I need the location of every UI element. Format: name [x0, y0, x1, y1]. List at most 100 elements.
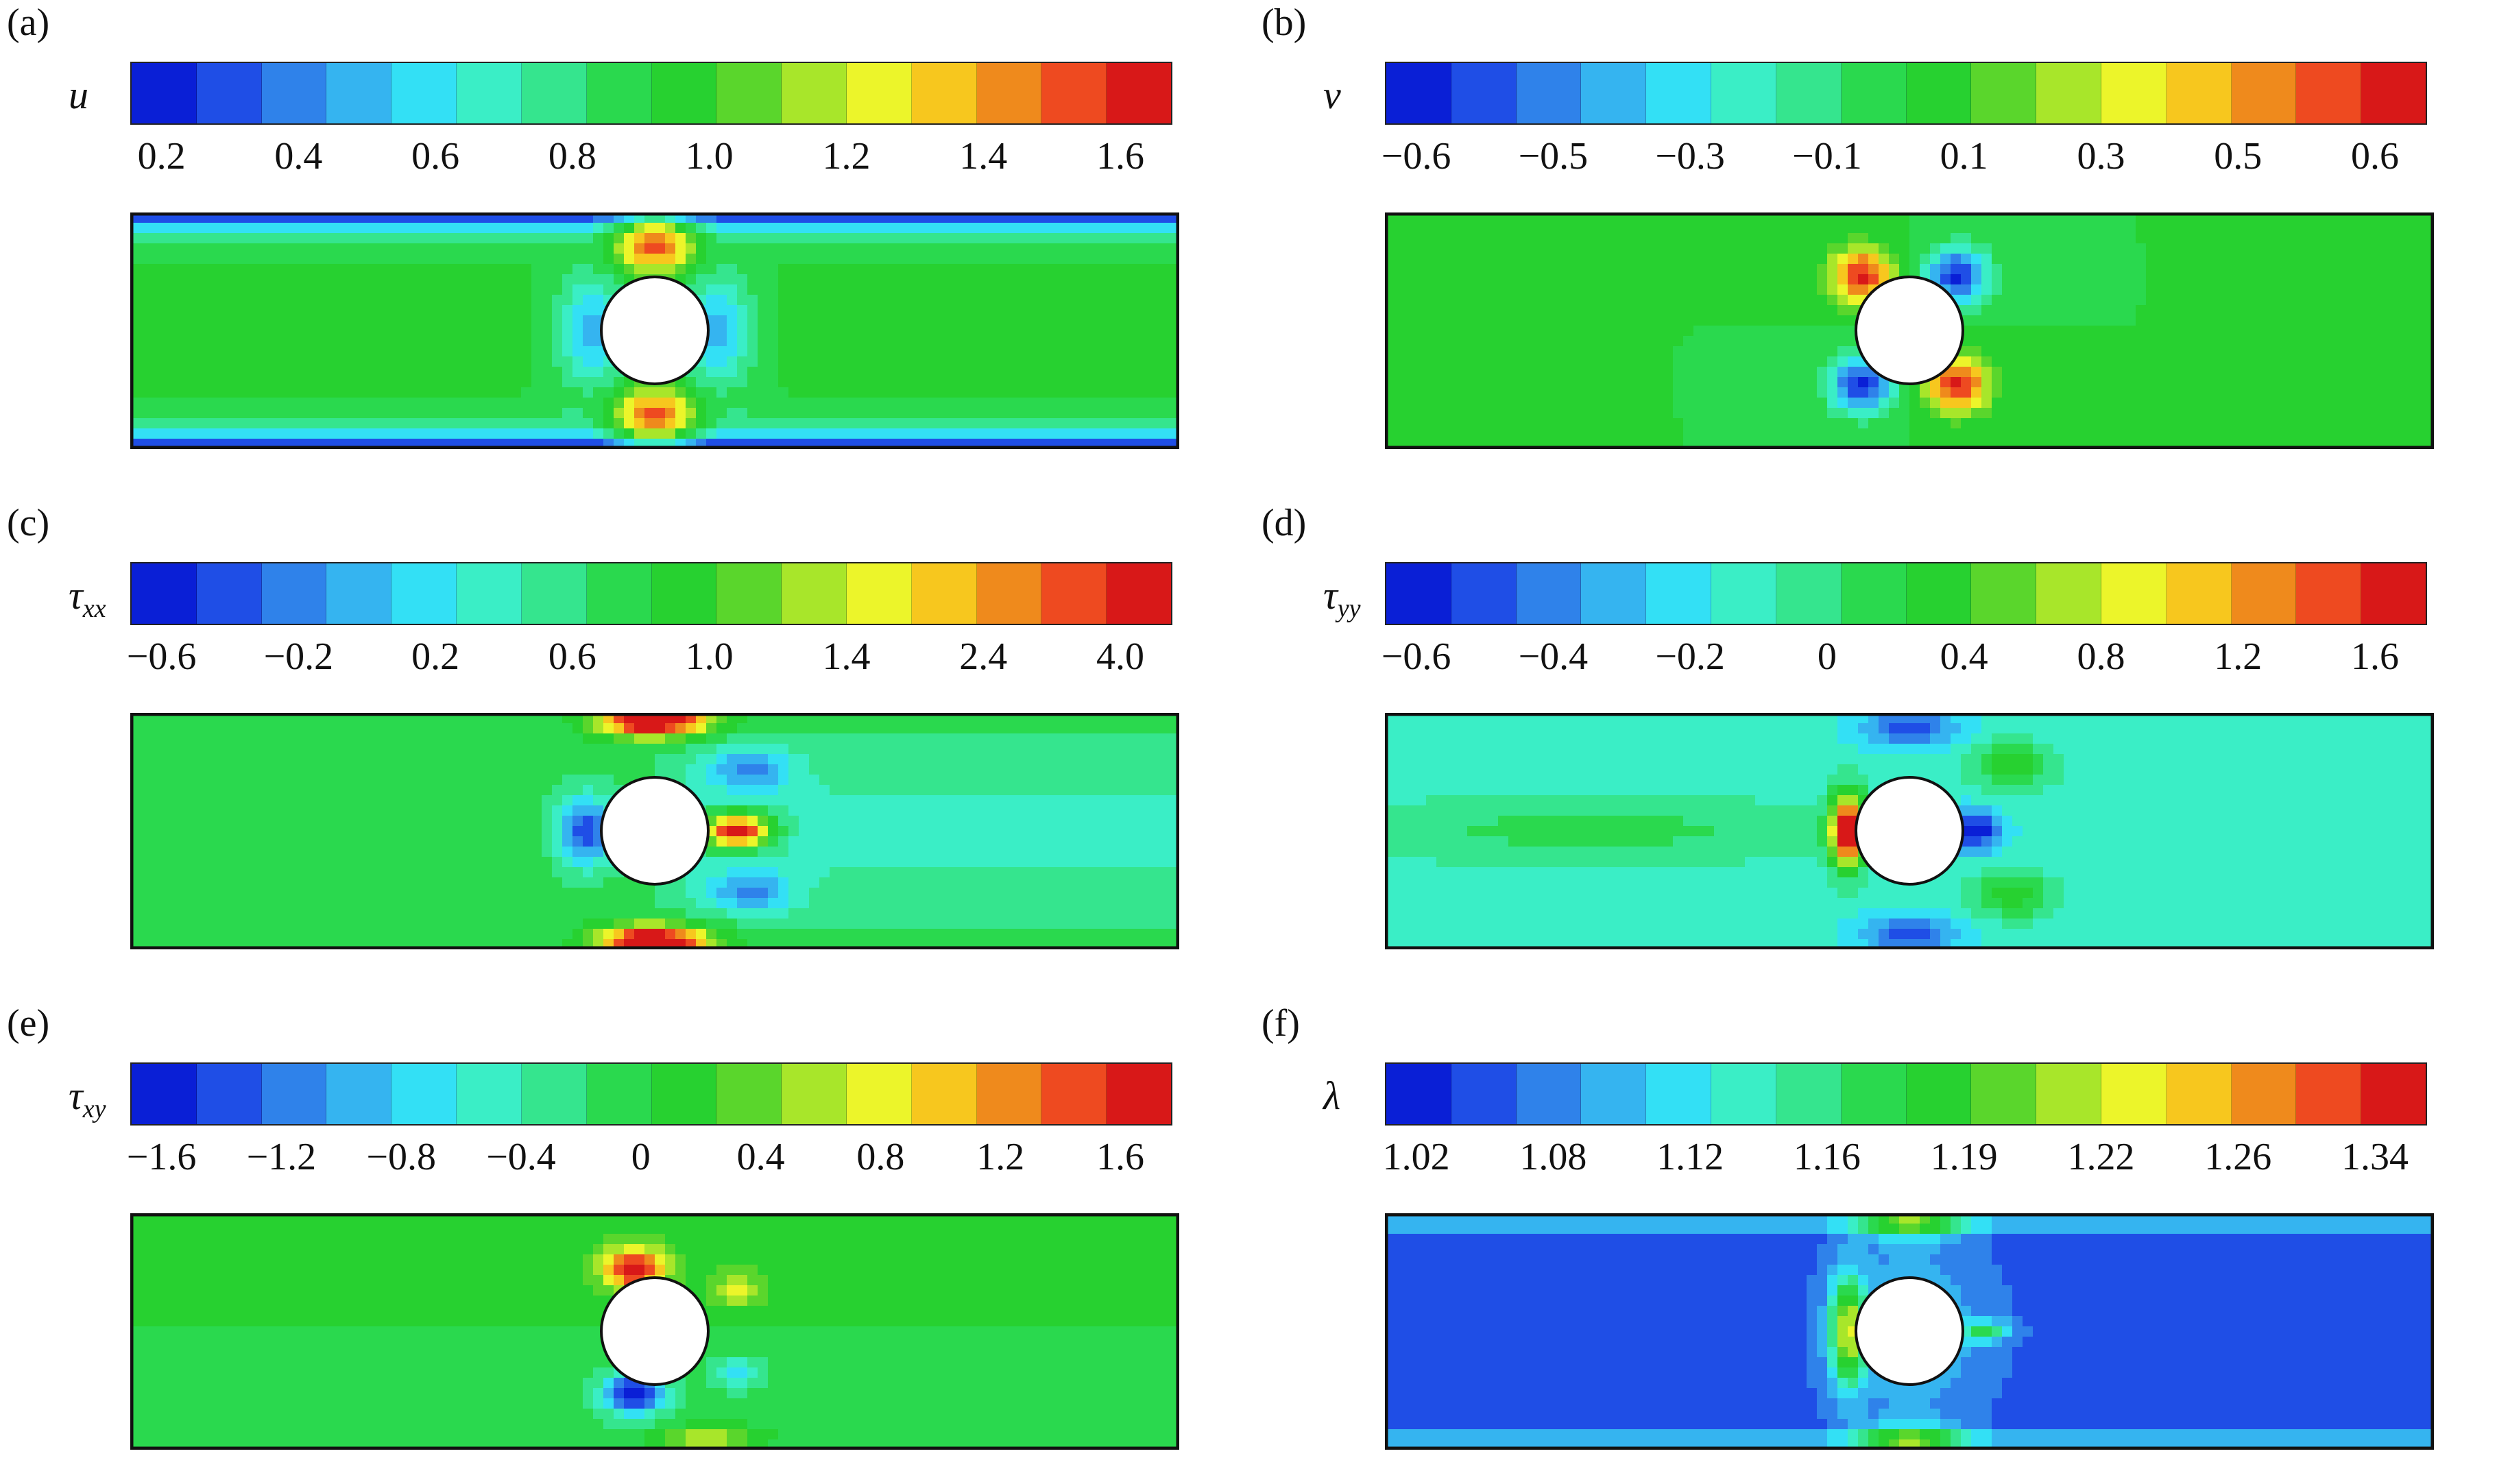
colorbar-segment [2167, 63, 2232, 123]
colorbar-segment [2232, 63, 2297, 123]
tick-label: 1.6 [1096, 137, 1144, 175]
tick-label: 0.6 [2351, 137, 2399, 175]
panel-label: (c) [7, 504, 49, 542]
colorbar-segment [652, 1064, 717, 1124]
colorbar-segment [1451, 563, 1517, 624]
colorbar-segment [457, 63, 522, 123]
variable-subscript: xx [83, 594, 106, 623]
colorbar-segment [262, 1064, 327, 1124]
colorbar [1385, 62, 2427, 125]
tick-label: −0.5 [1519, 137, 1589, 175]
colorbar-segment [782, 63, 847, 123]
colorbar-segment [977, 563, 1042, 624]
colorbar-segment [1451, 63, 1517, 123]
cylinder-obstacle [1856, 777, 1963, 884]
colorbar-segment [587, 563, 652, 624]
colorbar-segment [262, 63, 327, 123]
tick-label: 1.12 [1656, 1138, 1724, 1176]
variable-symbol: λ [1323, 1073, 1340, 1118]
colorbar-segment [2296, 563, 2361, 624]
variable-label: u [69, 75, 88, 121]
tick-label: 1.0 [686, 637, 734, 676]
colorbar-segment [1711, 1064, 1776, 1124]
tick-label: 1.0 [686, 137, 734, 175]
tick-label: −0.2 [1655, 637, 1725, 676]
colorbar-segment [1041, 563, 1107, 624]
colorbar-segment [132, 63, 197, 123]
tick-label: −0.6 [127, 637, 197, 676]
variable-symbol: u [69, 73, 88, 117]
tick-label: 4.0 [1096, 637, 1144, 676]
tick-label: 1.19 [1931, 1138, 1998, 1176]
panel-label: (f) [1262, 1004, 1300, 1043]
cylinder-obstacle [601, 1278, 708, 1385]
colorbar [130, 1062, 1172, 1126]
colorbar-segment [457, 563, 522, 624]
contour-field [130, 1213, 1179, 1450]
colorbar [1385, 562, 2427, 625]
colorbar-segment [2167, 563, 2232, 624]
colorbar-segment [1776, 63, 1842, 123]
colorbar-segment [522, 1064, 587, 1124]
colorbar-segment [652, 63, 717, 123]
tick-label: 1.2 [976, 1138, 1024, 1176]
colorbar-segment [977, 63, 1042, 123]
tick-label: −0.3 [1655, 137, 1725, 175]
colorbar-segment [132, 1064, 197, 1124]
tick-label: 1.08 [1519, 1138, 1586, 1176]
colorbar-segment [1646, 1064, 1711, 1124]
colorbar-segment [391, 563, 457, 624]
colorbar-segment [2232, 563, 2297, 624]
tick-label: 1.26 [2204, 1138, 2271, 1176]
tick-label: 0.8 [548, 137, 596, 175]
tick-label: 1.2 [822, 137, 870, 175]
tick-label: 1.6 [1096, 1138, 1144, 1176]
colorbar-segment [716, 1064, 782, 1124]
colorbar-segment [716, 63, 782, 123]
cylinder-obstacle [601, 777, 708, 884]
tick-label: 0.2 [411, 637, 459, 676]
colorbar-segment [2101, 1064, 2167, 1124]
colorbar-segment [1041, 63, 1107, 123]
colorbar-segment [847, 1064, 912, 1124]
colorbar-segment [1581, 63, 1646, 123]
colorbar-segment [1971, 1064, 2036, 1124]
variable-symbol: v [1323, 73, 1341, 117]
colorbar-segment [391, 1064, 457, 1124]
cylinder-obstacle [601, 277, 708, 384]
colorbar-segment [197, 563, 262, 624]
tick-label: 1.6 [2351, 637, 2399, 676]
colorbar-segment [2296, 63, 2361, 123]
colorbar-segment [782, 563, 847, 624]
colorbar-segment [1581, 1064, 1646, 1124]
contour-field [1385, 1213, 2434, 1450]
colorbar-segment [1776, 1064, 1842, 1124]
tick-label: 0.6 [411, 137, 459, 175]
tick-label: 0.1 [1940, 137, 1988, 175]
tick-label: 0.3 [2077, 137, 2125, 175]
colorbar-segment [262, 563, 327, 624]
cylinder-obstacle [1856, 277, 1963, 384]
colorbar-segment [587, 1064, 652, 1124]
colorbar-segment [977, 1064, 1042, 1124]
colorbar-segment [132, 563, 197, 624]
colorbar-segment [912, 1064, 977, 1124]
contour-field [130, 212, 1179, 449]
colorbar-segment [326, 63, 391, 123]
tick-label: 0.2 [138, 137, 186, 175]
tick-label: 0.8 [856, 1138, 904, 1176]
colorbar-segment [2361, 63, 2426, 123]
tick-label: 0.8 [2077, 637, 2125, 676]
colorbar-segment [522, 563, 587, 624]
colorbar-segment [1041, 1064, 1107, 1124]
tick-label: −0.6 [1381, 137, 1451, 175]
variable-symbol: τ [69, 1073, 83, 1118]
variable-label: τxx [69, 576, 106, 622]
